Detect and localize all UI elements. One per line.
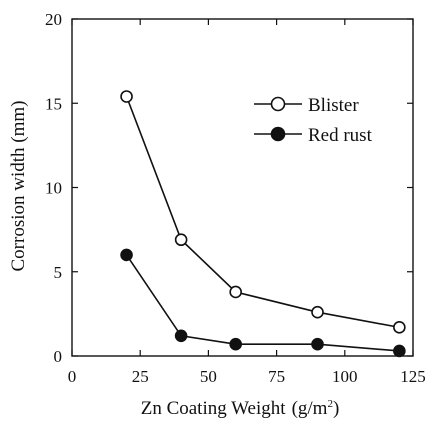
x-tick-label: 50 [200,367,217,386]
data-point-red-rust [120,248,133,262]
legend-label: Red rust [308,125,373,146]
x-axis-ticks: 0 25 50 75 100 125 [68,19,426,386]
data-point-red-rust [174,329,188,343]
x-axis-title: Zn Coating Weight (g/m2) [141,398,340,419]
data-point-red-rust [229,337,242,351]
y-tick-label: 0 [54,347,63,366]
y-axis-title: Corrosion width (mm) [8,101,29,272]
y-tick-label: 5 [54,263,63,282]
y-tick-label: 10 [45,179,62,198]
legend-marker [270,96,286,112]
plot-border [71,18,414,357]
x-tick-label: 25 [132,367,149,386]
x-tick-label: 75 [268,367,285,386]
series-layer [120,90,406,358]
series-red-rust [120,248,406,358]
legend-marker [270,126,286,142]
y-axis-ticks: 0 5 10 15 20 [45,10,413,366]
legend: Blister Red rust [254,95,373,146]
data-point-red-rust [311,337,324,351]
data-point-red-rust [393,344,406,358]
data-point-blister [120,90,133,103]
data-point-blister [174,233,188,247]
data-point-blister [393,321,406,334]
series-line-red-rust [125,254,400,352]
series-blister [120,90,406,334]
y-tick-label: 15 [45,94,62,113]
legend-label: Blister [308,95,359,116]
x-tick-label: 100 [332,367,358,386]
x-tick-label: 125 [400,367,426,386]
x-tick-label: 0 [68,367,77,386]
legend-item-red-rust: Red rust [254,125,373,146]
legend-item-blister: Blister [254,95,359,116]
data-point-blister [229,285,242,299]
data-point-blister [311,305,324,319]
plot-frame [71,18,414,357]
y-tick-label: 20 [45,10,62,29]
